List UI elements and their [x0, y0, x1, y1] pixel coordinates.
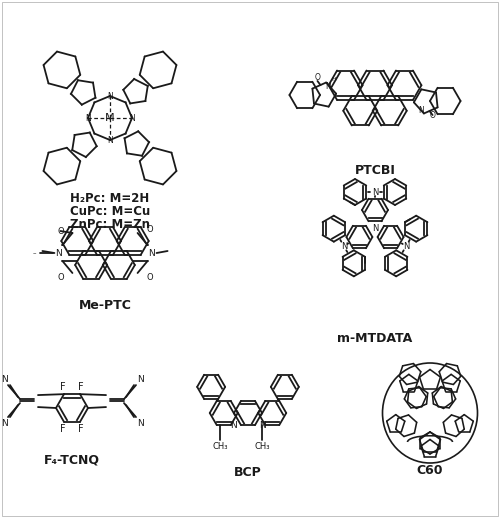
- Text: Me-PTC: Me-PTC: [78, 298, 132, 311]
- Text: N: N: [136, 375, 143, 383]
- Text: N: N: [129, 113, 135, 122]
- Text: N: N: [403, 241, 409, 251]
- Text: N: N: [230, 421, 237, 430]
- Text: F: F: [60, 382, 66, 392]
- Text: N: N: [258, 421, 266, 430]
- Text: O: O: [57, 272, 64, 281]
- Text: N: N: [107, 92, 113, 100]
- Text: ZnPc: M=Zn: ZnPc: M=Zn: [70, 218, 150, 231]
- Text: m-MTDATA: m-MTDATA: [338, 332, 412, 344]
- Text: N: N: [0, 419, 7, 427]
- Text: N: N: [55, 249, 62, 257]
- Text: O: O: [57, 226, 64, 236]
- Text: N: N: [372, 223, 378, 233]
- Text: N: N: [136, 419, 143, 427]
- Text: O: O: [146, 272, 153, 281]
- Text: PTCBI: PTCBI: [354, 164, 396, 177]
- Text: F: F: [78, 382, 84, 392]
- Text: N: N: [107, 136, 113, 145]
- Text: BCP: BCP: [234, 467, 262, 480]
- Text: C60: C60: [416, 465, 443, 478]
- Text: F₄-TCNQ: F₄-TCNQ: [44, 453, 100, 467]
- Text: H₂Pc: M=2H: H₂Pc: M=2H: [70, 192, 150, 205]
- Text: N: N: [326, 81, 332, 91]
- Text: O: O: [314, 73, 320, 81]
- Text: N: N: [340, 241, 347, 251]
- Text: CH₃: CH₃: [254, 442, 270, 451]
- Text: M: M: [105, 113, 115, 123]
- Text: CuPc: M=Cu: CuPc: M=Cu: [70, 205, 150, 218]
- Text: F: F: [60, 424, 66, 434]
- Text: N: N: [418, 106, 424, 114]
- Text: N: N: [0, 375, 7, 383]
- Text: –: –: [32, 250, 36, 256]
- Text: F: F: [78, 424, 84, 434]
- Text: O: O: [430, 110, 436, 120]
- Text: N: N: [85, 113, 91, 122]
- Text: O: O: [146, 224, 153, 234]
- Text: N: N: [148, 249, 155, 257]
- Text: CH₃: CH₃: [212, 442, 228, 451]
- Text: N: N: [372, 188, 378, 196]
- Text: H: H: [331, 77, 336, 81]
